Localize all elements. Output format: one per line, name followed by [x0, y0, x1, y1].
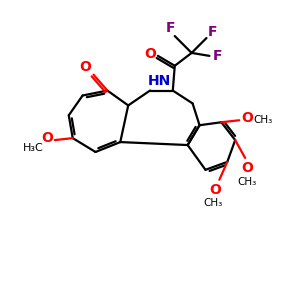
Text: CH₃: CH₃	[204, 199, 223, 208]
Text: O: O	[209, 183, 221, 196]
Text: O: O	[41, 131, 53, 145]
Text: HN: HN	[147, 74, 170, 88]
Text: CH₃: CH₃	[253, 115, 273, 125]
Text: CH₃: CH₃	[238, 177, 257, 187]
Text: O: O	[241, 161, 253, 175]
Text: F: F	[208, 25, 217, 39]
Text: O: O	[144, 47, 156, 61]
Text: H₃C: H₃C	[23, 143, 44, 153]
Text: F: F	[166, 21, 176, 35]
Text: O: O	[241, 111, 253, 125]
Text: O: O	[80, 60, 92, 74]
Text: F: F	[213, 49, 222, 63]
